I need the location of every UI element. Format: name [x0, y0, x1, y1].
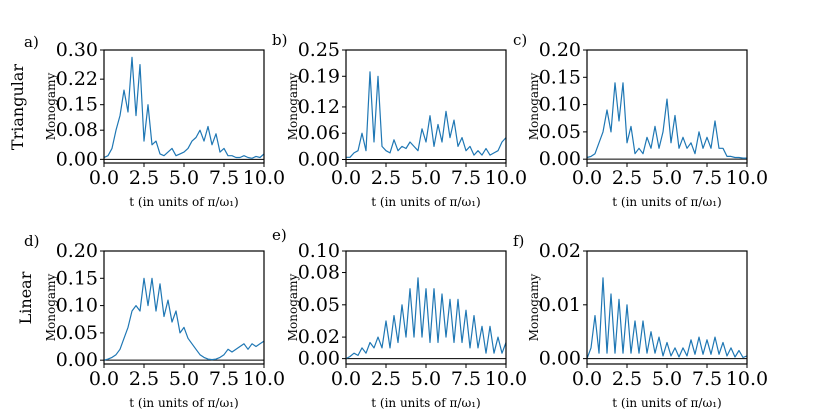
y-tick-label: 0.30	[56, 39, 98, 61]
x-tick-label: 0.0	[572, 167, 602, 189]
x-tick-label: 2.5	[129, 368, 159, 390]
y-tick-label: 0.00	[539, 148, 581, 170]
x-tick-label: 2.5	[371, 368, 401, 390]
y-tick-label: 0.05	[298, 294, 340, 316]
panel-d: d) 0.0 2.5 5.0 7.5 10.0 0.00 0.05 0.10 0.15 0.20 t …	[24, 232, 285, 410]
panel-label: f)	[513, 232, 524, 250]
y-axis-label: Monogamy	[286, 274, 300, 342]
x-tick-label: 0.0	[89, 167, 119, 189]
y-tick-label: 0.20	[539, 39, 581, 61]
y-tick-label: 0.05	[539, 121, 581, 143]
y-tick-label: 0.00	[539, 348, 581, 370]
y-tick-label: 0.25	[298, 39, 340, 61]
y-tick-label: 0.10	[298, 240, 340, 262]
x-tick-label: 10.0	[726, 167, 768, 189]
y-tick-label: 0.12	[298, 96, 340, 118]
x-tick-label: 7.5	[451, 167, 481, 189]
y-axis-label: Monogamy	[527, 274, 541, 342]
y-tick-label: 0.01	[539, 294, 581, 316]
panel-f: f) 0.0 2.5 5.0 7.5 10.0 0.00 0.01 0.02 t (in unit…	[513, 232, 768, 410]
x-tick-label: 2.5	[612, 167, 642, 189]
y-axis-label: Monogamy	[44, 274, 58, 342]
series-line	[586, 277, 748, 359]
axes-frame	[345, 250, 507, 365]
y-tick-label: 0.05	[56, 322, 98, 344]
x-tick-label: 5.0	[652, 368, 682, 390]
panel-e: e) 0.0 2.5 5.0 7.5 10.0 0.000.02 0.05 0.080.10 t …	[272, 226, 527, 410]
x-tick-label: 5.0	[169, 167, 199, 189]
x-axis-label: t (in units of π/ω₁)	[612, 195, 721, 209]
x-tick-label: 10.0	[726, 368, 768, 390]
axes-frame	[586, 49, 748, 164]
row-label-linear: Linear	[16, 271, 35, 324]
y-tick-label: 0.22	[56, 68, 98, 90]
y-tick-label: 0.08	[56, 119, 98, 141]
x-tick-label: 7.5	[209, 368, 239, 390]
panel-label: c)	[513, 31, 527, 49]
panels: a)0.0 2.5 5.0 7.5 10.00.000.080.150.220.30t …	[24, 31, 768, 410]
x-tick-label: 5.0	[411, 368, 441, 390]
y-tick-label: 0.00	[56, 349, 98, 371]
y-tick-label: 0.15	[539, 66, 581, 88]
series-line	[103, 277, 265, 361]
y-tick-label: 0.19	[298, 65, 340, 87]
y-tick-label: 0.02	[298, 326, 340, 348]
x-tick-label: 2.5	[371, 167, 401, 189]
series-line	[346, 71, 507, 158]
x-tick-label: 5.0	[169, 368, 199, 390]
panel-c: c) 0.0 2.5 5.0 7.5 10.0 0.00 0.05 0.10 0.15 0.20 t …	[513, 31, 768, 209]
y-tick-label: 0.00	[56, 148, 98, 170]
panel-label: b)	[272, 31, 287, 49]
y-tick-label: 0.10	[56, 295, 98, 317]
x-tick-label: 10.0	[485, 368, 527, 390]
x-tick-label: 7.5	[451, 368, 481, 390]
panel-label: a)	[24, 33, 39, 51]
y-axis-label: Monogamy	[286, 73, 300, 141]
row-label-triangular: Triangular	[8, 64, 27, 150]
panel-label: d)	[24, 232, 39, 250]
x-axis-label: t (in units of π/ω₁)	[129, 195, 238, 209]
series-line	[345, 277, 507, 360]
panel-b: b) 0.0 2.5 5.0 7.5 10.0 0.00 0.06 0.12 0.19 0.25 t …	[272, 31, 527, 209]
x-tick-label: 7.5	[692, 368, 722, 390]
x-axis-label: t (in units of π/ω₁)	[612, 396, 721, 410]
y-tick-label: 0.00	[298, 348, 340, 370]
y-axis-label: Monogamy	[527, 73, 541, 141]
x-tick-label: 10.0	[485, 167, 527, 189]
x-axis-label: t (in units of π/ω₁)	[371, 195, 480, 209]
y-tick-label: 0.10	[539, 94, 581, 116]
series-line	[586, 82, 747, 159]
axes-frame	[586, 250, 748, 365]
x-tick-label: 2.5	[129, 167, 159, 189]
y-tick-label: 0.20	[56, 240, 98, 262]
panel-a: a) 0.0 2.5 5.0 7.5 10.0 0.00 0.08 0.15 0.22 0.30 t …	[24, 33, 285, 209]
x-tick-label: 0.0	[572, 368, 602, 390]
x-tick-label: 5.0	[652, 167, 682, 189]
x-tick-label: 7.5	[209, 167, 239, 189]
x-axis-label: t (in units of π/ω₁)	[371, 396, 480, 410]
x-tick-label: 0.0	[89, 368, 119, 390]
x-tick-label: 10.0	[243, 167, 285, 189]
series-line	[103, 56, 265, 159]
x-tick-label: 10.0	[243, 368, 285, 390]
y-axis-label: Monogamy	[44, 73, 58, 141]
y-tick-label: 0.02	[539, 240, 581, 262]
y-tick-label: 0.00	[298, 148, 340, 170]
y-tick-label: 0.15	[56, 267, 98, 289]
x-axis-label: t (in units of π/ω₁)	[129, 396, 238, 410]
x-tick-label: 5.0	[411, 167, 441, 189]
y-tick-label: 0.08	[298, 262, 340, 284]
x-tick-label: 7.5	[692, 167, 722, 189]
x-tick-label: 0.0	[331, 368, 361, 390]
x-tick-label: 2.5	[612, 368, 642, 390]
y-tick-label: 0.15	[56, 94, 98, 116]
axes-frame	[345, 49, 507, 164]
panel-label: e)	[272, 226, 287, 244]
x-tick-label: 0.0	[331, 167, 361, 189]
y-tick-label: 0.06	[298, 122, 340, 144]
